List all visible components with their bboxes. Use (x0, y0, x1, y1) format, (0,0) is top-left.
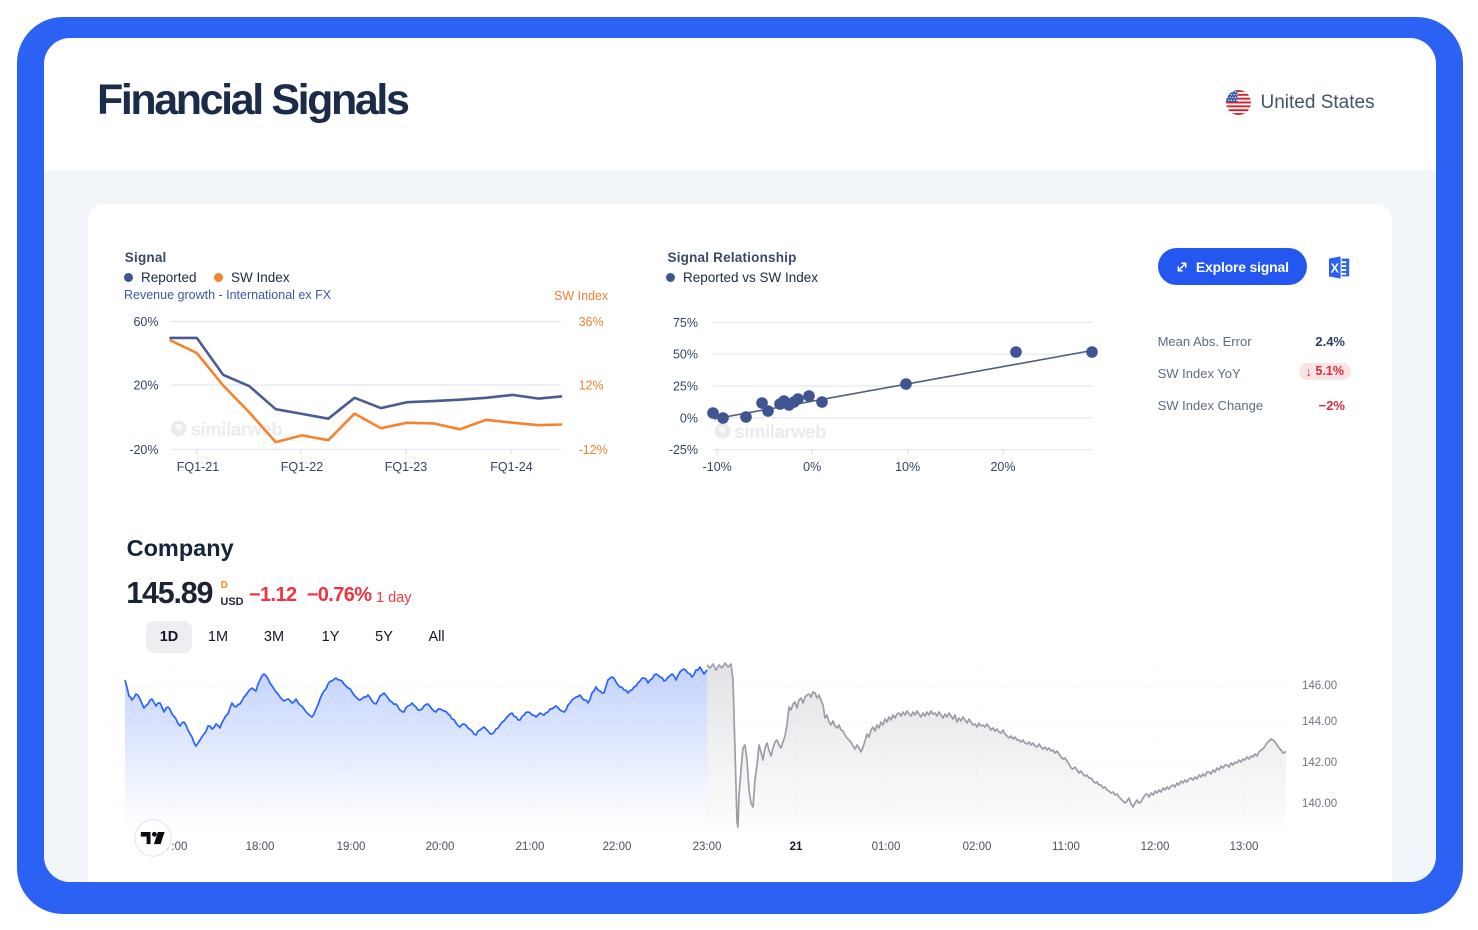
svg-text:-12%: -12% (579, 443, 608, 457)
svg-text:50%: 50% (673, 348, 698, 362)
svg-text:FQ1-21: FQ1-21 (177, 460, 219, 474)
svg-text:FQ1-23: FQ1-23 (385, 460, 427, 474)
svg-text:75%: 75% (673, 316, 698, 330)
svg-text:25%: 25% (673, 380, 698, 394)
svg-text:20%: 20% (990, 460, 1015, 474)
svg-text:10%: 10% (895, 460, 920, 474)
svg-text:12%: 12% (579, 379, 604, 393)
svg-text:0%: 0% (803, 460, 821, 474)
svg-text:20%: 20% (133, 379, 158, 393)
svg-text:0%: 0% (680, 411, 698, 425)
svg-text:X: X (1331, 261, 1340, 275)
svg-text:-25%: -25% (669, 443, 698, 457)
svg-text:-10%: -10% (703, 460, 732, 474)
svg-text:36%: 36% (579, 315, 604, 329)
svg-text:60%: 60% (133, 315, 158, 329)
svg-text:similarweb: similarweb (191, 419, 283, 440)
svg-text:FQ1-24: FQ1-24 (490, 460, 532, 474)
svg-text:similarweb: similarweb (734, 421, 826, 442)
svg-text:-20%: -20% (129, 443, 158, 457)
svg-text:FQ1-22: FQ1-22 (281, 460, 323, 474)
